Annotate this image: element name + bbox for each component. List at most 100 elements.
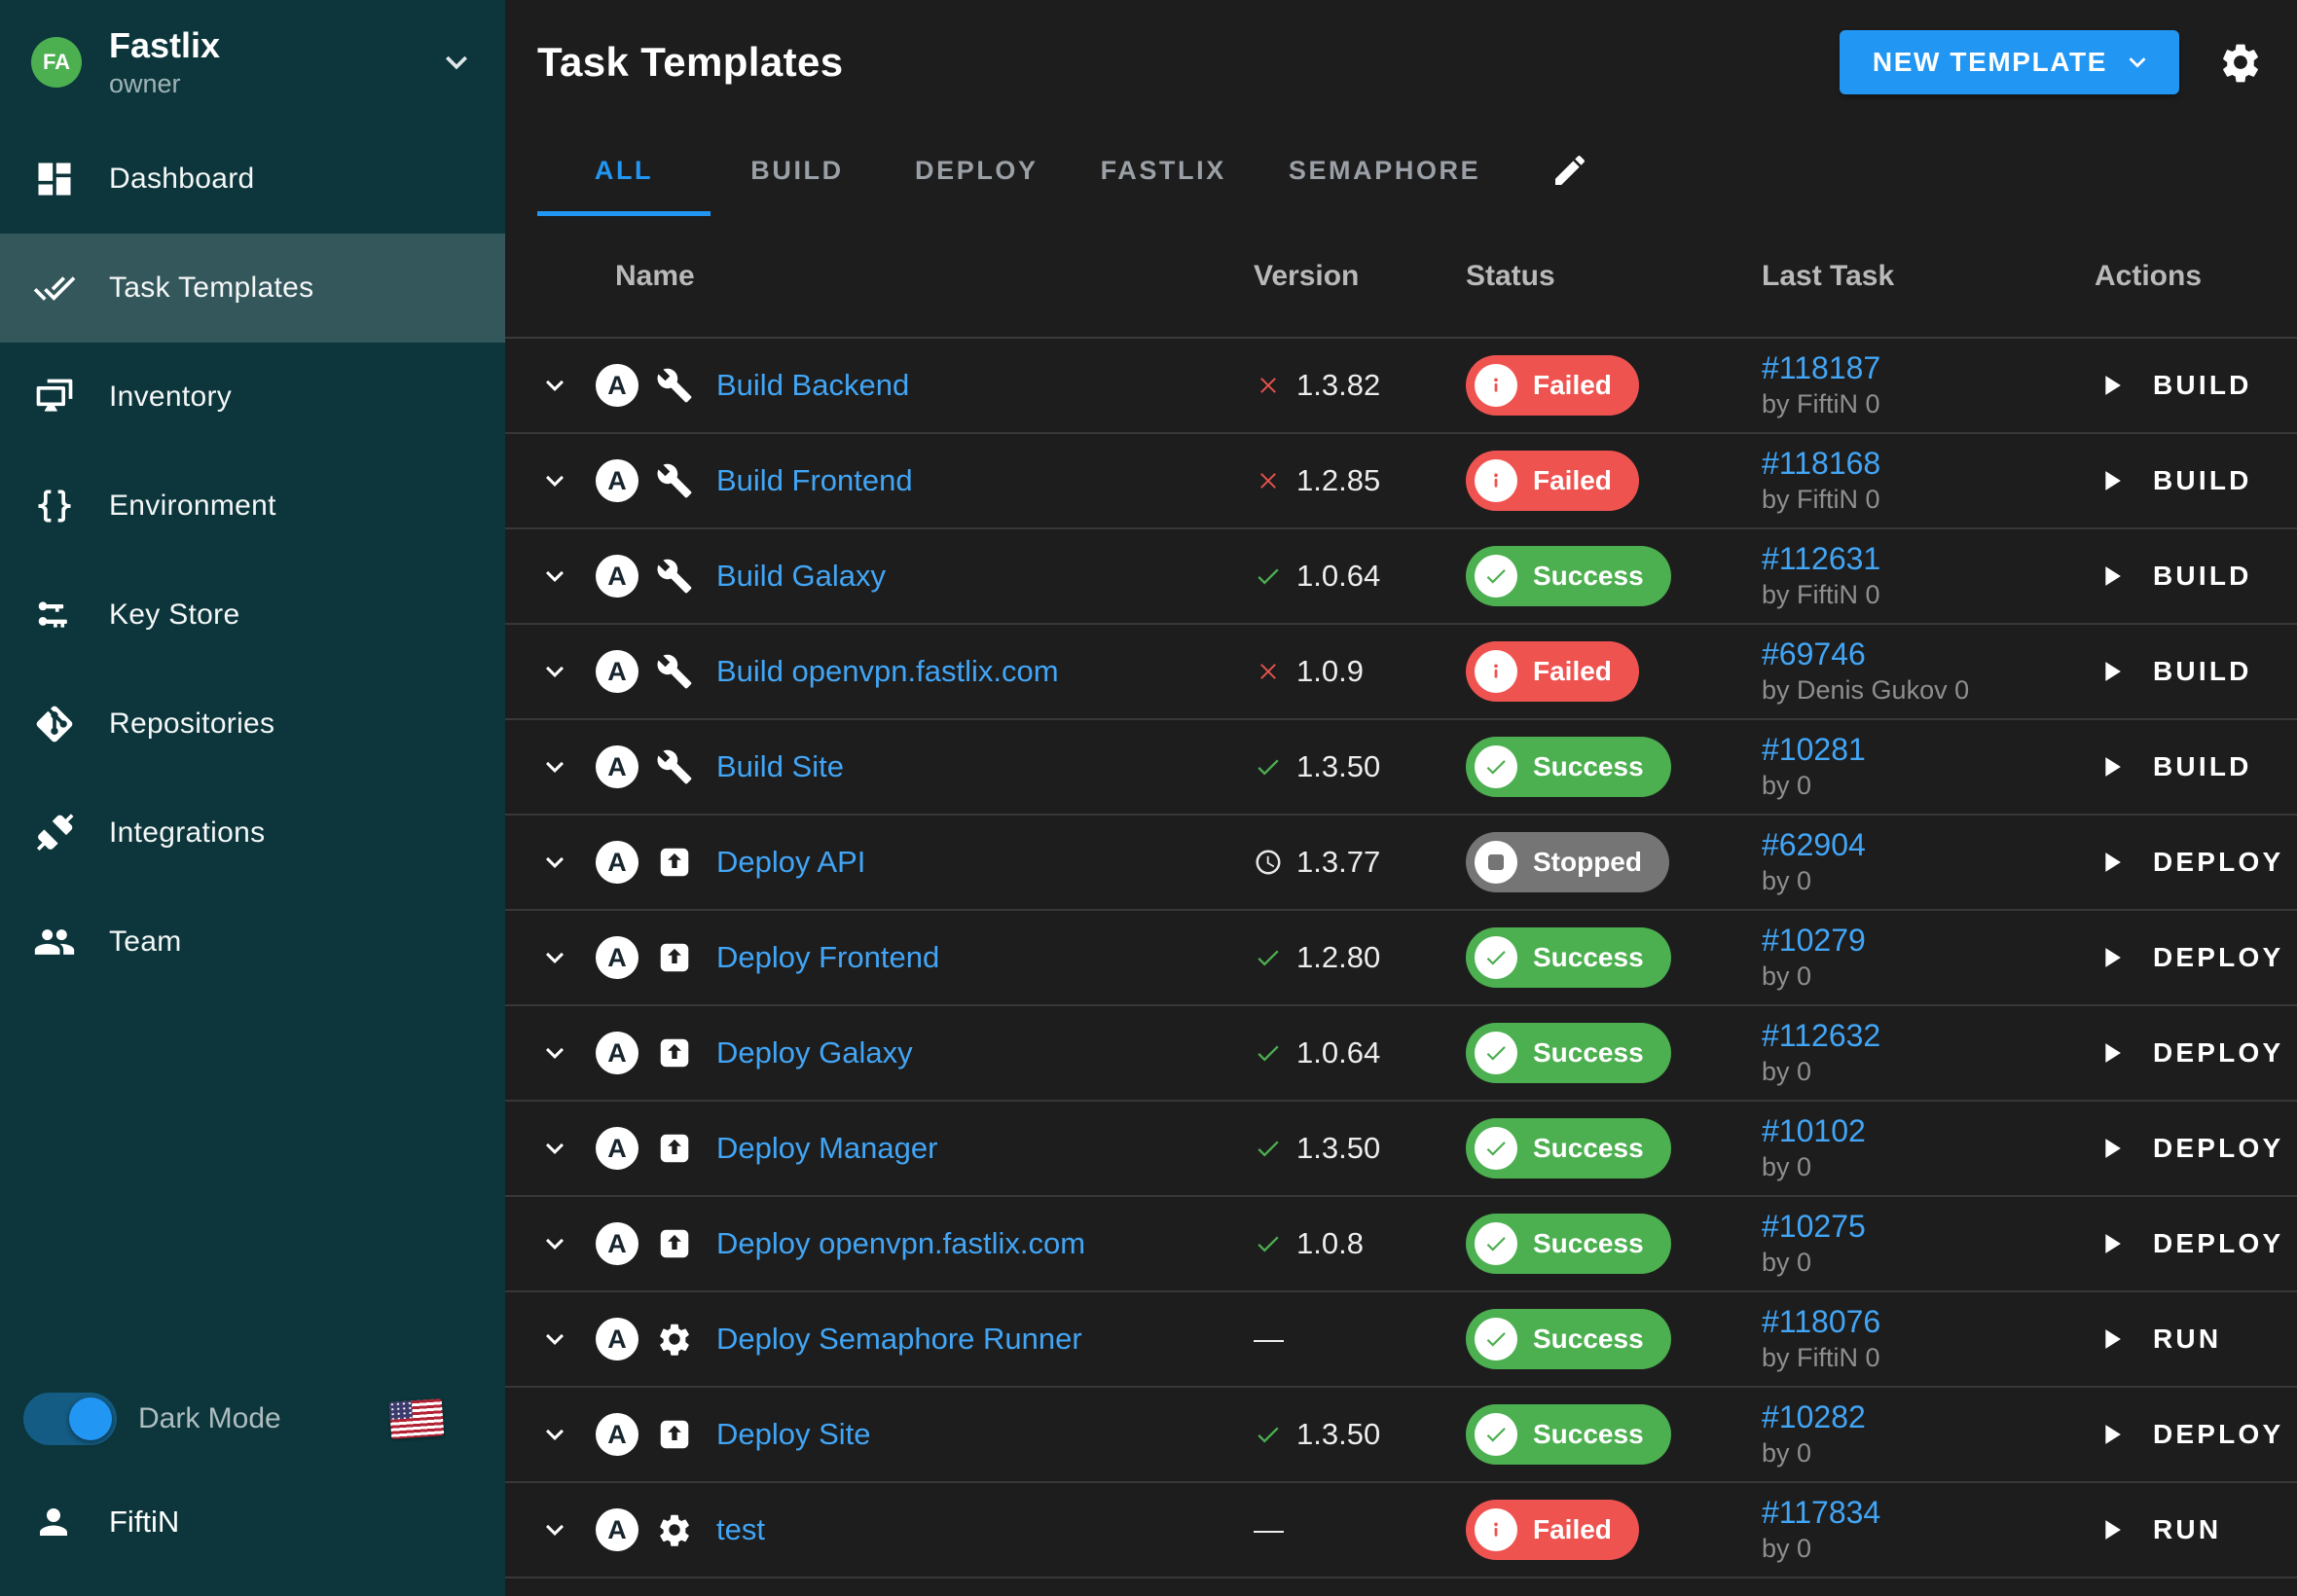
version-cell: 1.2.85 [1254, 463, 1466, 498]
run-action-button[interactable]: BUILD [2095, 750, 2297, 783]
expand-row-chevron-icon[interactable] [537, 1226, 572, 1261]
template-name-link[interactable]: Build Galaxy [716, 559, 887, 593]
expand-row-chevron-icon[interactable] [537, 654, 572, 689]
template-name-link[interactable]: Deploy Semaphore Runner [716, 1322, 1082, 1356]
last-task-cell: #62904 by 0 [1762, 828, 2095, 895]
expand-row-chevron-icon[interactable] [537, 559, 572, 594]
tab-all[interactable]: ALL [537, 125, 711, 216]
run-action-button[interactable]: DEPLOY [2095, 941, 2297, 974]
sidebar-item-integrations[interactable]: Integrations [0, 779, 505, 888]
success-check-icon [1475, 1222, 1517, 1265]
task-id-link[interactable]: #10275 [1762, 1209, 1866, 1245]
play-icon [2105, 1425, 2121, 1444]
sidebar-item-key-store[interactable]: Key Store [0, 561, 505, 670]
action-label: BUILD [2153, 465, 2252, 495]
run-action-button[interactable]: DEPLOY [2095, 1132, 2297, 1165]
edit-views-button[interactable] [1550, 125, 1589, 216]
tab-deploy[interactable]: DEPLOY [915, 155, 1039, 185]
table-row: A Build Galaxy 1.0.64 Success #112631 [505, 529, 2297, 625]
task-id-link[interactable]: #118168 [1762, 446, 1881, 482]
person-icon [40, 1508, 67, 1536]
template-name-link[interactable]: Build Site [716, 749, 844, 783]
template-name-link[interactable]: Deploy Galaxy [716, 1035, 913, 1070]
template-name-link[interactable]: Deploy openvpn.fastlix.com [716, 1226, 1086, 1260]
project-switcher[interactable]: FA Fastlix owner [0, 0, 505, 125]
tab-build[interactable]: BUILD [750, 155, 844, 185]
expand-row-chevron-icon[interactable] [537, 845, 572, 880]
task-id-link[interactable]: #62904 [1762, 827, 1866, 863]
action-label: DEPLOY [2153, 847, 2284, 877]
status-label: Success [1533, 1228, 1644, 1258]
sidebar-item-repositories[interactable]: Repositories [0, 670, 505, 779]
action-label: DEPLOY [2153, 1133, 2284, 1163]
expand-row-chevron-icon[interactable] [537, 463, 572, 498]
template-name-link[interactable]: Build Backend [716, 368, 910, 402]
sidebar-item-task-templates[interactable]: Task Templates [0, 234, 505, 343]
task-id-link[interactable]: #10281 [1762, 732, 1866, 768]
last-task-cell: #118076 by FiftiN 0 [1762, 1305, 2095, 1372]
settings-gear-icon[interactable] [2218, 40, 2263, 85]
run-action-button[interactable]: BUILD [2095, 369, 2297, 402]
dark-mode-toggle[interactable] [23, 1393, 117, 1445]
run-action-button[interactable]: DEPLOY [2095, 846, 2297, 879]
expand-row-chevron-icon[interactable] [537, 1035, 572, 1070]
tab-fastlix[interactable]: FASTLIX [1100, 155, 1226, 185]
action-label: DEPLOY [2153, 1419, 2284, 1449]
template-name-link[interactable]: Deploy Site [716, 1417, 871, 1451]
us-flag-icon[interactable] [388, 1398, 444, 1439]
run-action-button[interactable]: BUILD [2095, 464, 2297, 497]
task-gear-icon [660, 1324, 689, 1356]
ansible-icon: A [596, 459, 638, 502]
task-id-link[interactable]: #10282 [1762, 1399, 1866, 1435]
sidebar-item-inventory[interactable]: Inventory [0, 343, 505, 452]
task-author: by 0 [1762, 865, 1812, 895]
expand-row-chevron-icon[interactable] [537, 1322, 572, 1357]
stop-square-icon [1475, 841, 1517, 884]
run-action-button[interactable]: RUN [2095, 1513, 2297, 1546]
template-name-link[interactable]: test [716, 1512, 765, 1546]
play-icon [2105, 471, 2121, 490]
success-check-icon [1475, 936, 1517, 979]
template-name-link[interactable]: Deploy Frontend [716, 940, 940, 974]
run-action-button[interactable]: DEPLOY [2095, 1227, 2297, 1260]
task-id-link[interactable]: #118076 [1762, 1304, 1881, 1340]
expand-row-chevron-icon[interactable] [537, 1131, 572, 1166]
last-task-cell: #118187 by FiftiN 0 [1762, 351, 2095, 418]
expand-row-chevron-icon[interactable] [537, 1417, 572, 1452]
task-id-link[interactable]: #69746 [1762, 636, 1866, 672]
chevron-down-icon[interactable] [435, 41, 478, 84]
task-id-link[interactable]: #10279 [1762, 923, 1866, 959]
sidebar-item-dashboard[interactable]: Dashboard [0, 125, 505, 234]
monitor-icon [36, 379, 73, 412]
task-id-link[interactable]: #118187 [1762, 350, 1881, 386]
tab-semaphore[interactable]: SEMAPHORE [1288, 155, 1481, 185]
expand-row-chevron-icon[interactable] [537, 368, 572, 403]
expand-row-chevron-icon[interactable] [537, 940, 572, 975]
expand-row-chevron-icon[interactable] [537, 749, 572, 784]
template-name-link[interactable]: Build openvpn.fastlix.com [716, 654, 1059, 688]
run-action-button[interactable]: DEPLOY [2095, 1418, 2297, 1451]
sidebar-item-team[interactable]: Team [0, 888, 505, 997]
sidebar-item-environment[interactable]: Environment [0, 452, 505, 561]
version-cell: 1.0.64 [1254, 559, 1466, 594]
status-badge: Success [1466, 546, 1671, 606]
task-id-link[interactable]: #112632 [1762, 1018, 1881, 1054]
task-id-link[interactable]: #112631 [1762, 541, 1881, 577]
action-label: BUILD [2153, 751, 2252, 781]
template-name-link[interactable]: Deploy API [716, 845, 866, 879]
run-action-button[interactable]: RUN [2095, 1323, 2297, 1356]
main-content: Task Templates NEW TEMPLATE ALL BUILD DE… [505, 0, 2297, 1596]
status-label: Success [1533, 1037, 1644, 1068]
template-name-link[interactable]: Deploy Manager [716, 1131, 938, 1165]
run-action-button[interactable]: BUILD [2095, 655, 2297, 688]
new-template-button[interactable]: NEW TEMPLATE [1839, 30, 2179, 94]
task-id-link[interactable]: #10102 [1762, 1113, 1866, 1149]
run-action-button[interactable]: DEPLOY [2095, 1036, 2297, 1070]
expand-row-chevron-icon[interactable] [537, 1512, 572, 1547]
user-menu[interactable]: FiftiN [0, 1473, 505, 1571]
version-text: 1.2.85 [1296, 463, 1381, 497]
run-action-button[interactable]: BUILD [2095, 560, 2297, 593]
template-name-link[interactable]: Build Frontend [716, 463, 913, 497]
task-id-link[interactable]: #117834 [1762, 1495, 1881, 1531]
task-author: by 0 [1762, 961, 1812, 991]
